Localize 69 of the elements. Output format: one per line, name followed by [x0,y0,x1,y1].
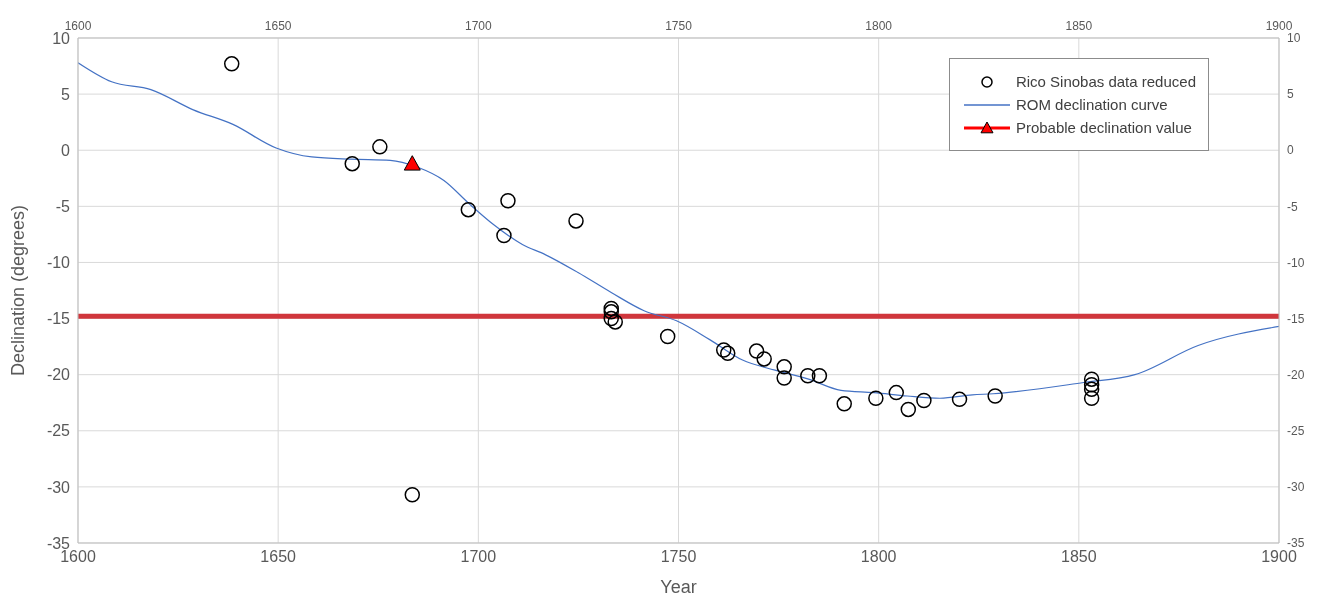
point [1083,371,1100,387]
point [900,401,917,418]
point [404,486,421,503]
x-tick-label: 1600 [60,548,96,566]
legend-label: ROM declination curve [1015,96,1168,113]
x-tick-label: 1900 [1261,548,1297,566]
y-tick-label: -10 [46,254,71,272]
x2-tick-label: 1750 [665,19,693,33]
point [800,368,816,384]
point [568,213,584,229]
y-tick-label: -20 [46,366,71,384]
x-tick-label: 1750 [660,548,697,566]
y2-tick-label: 0 [1287,143,1294,158]
y-tick-label: 0 [61,141,71,159]
point [603,304,619,320]
point [223,56,240,72]
point [748,343,765,359]
point [888,384,905,401]
point [951,391,968,408]
legend-label: Probable declination value [1015,119,1192,136]
point [916,392,932,409]
y2-tick-label: 5 [1287,87,1294,102]
x-tick-label: 1850 [1061,548,1097,566]
point [460,201,477,218]
point [659,328,676,345]
point [756,351,772,367]
y2-tick-label: -15 [1287,311,1305,326]
y2-tick-label: -25 [1287,424,1305,439]
x2-tick-label: 1850 [1065,19,1093,33]
y2-tick-label: -30 [1287,480,1305,495]
point [1083,390,1100,406]
x2-tick-label: 1800 [865,19,893,33]
point [372,139,388,155]
point [987,388,1003,404]
point [719,345,736,362]
point [868,390,884,406]
point [811,368,828,384]
x2-tick-label: 1700 [464,19,492,33]
point [776,359,792,375]
y2-tick-label: 10 [1287,31,1301,46]
y2-tick-label: -20 [1287,367,1305,382]
point [403,155,421,171]
y-tick-label: -30 [46,478,71,496]
y-axis-title: Declination (degrees) [8,204,29,377]
x2-tick-label: 1650 [264,19,292,33]
point [344,155,360,172]
x-axis-title: Year [660,577,697,597]
point [603,310,619,327]
x-tick-label: 1650 [260,548,297,566]
y-tick-label: -15 [46,310,71,328]
point [500,192,516,209]
x2-tick-label: 1900 [1265,19,1293,33]
y-tick-label: -5 [55,198,71,216]
point [496,227,512,244]
y-tick-label: 5 [61,85,71,103]
legend-label: Rico Sinobas data reduced [1015,73,1196,90]
point [776,370,792,386]
point [603,300,619,317]
x-tick-label: 1800 [860,548,897,566]
point [715,342,732,358]
point [1083,377,1100,393]
y2-tick-label: -10 [1287,255,1305,270]
point [607,314,623,330]
point [836,396,852,412]
x-tick-label: 1700 [460,548,497,566]
y2-tick-label: -35 [1287,536,1305,551]
point [1083,381,1100,398]
y2-tick-label: -5 [1287,199,1298,214]
y-tick-label: -25 [46,422,71,440]
